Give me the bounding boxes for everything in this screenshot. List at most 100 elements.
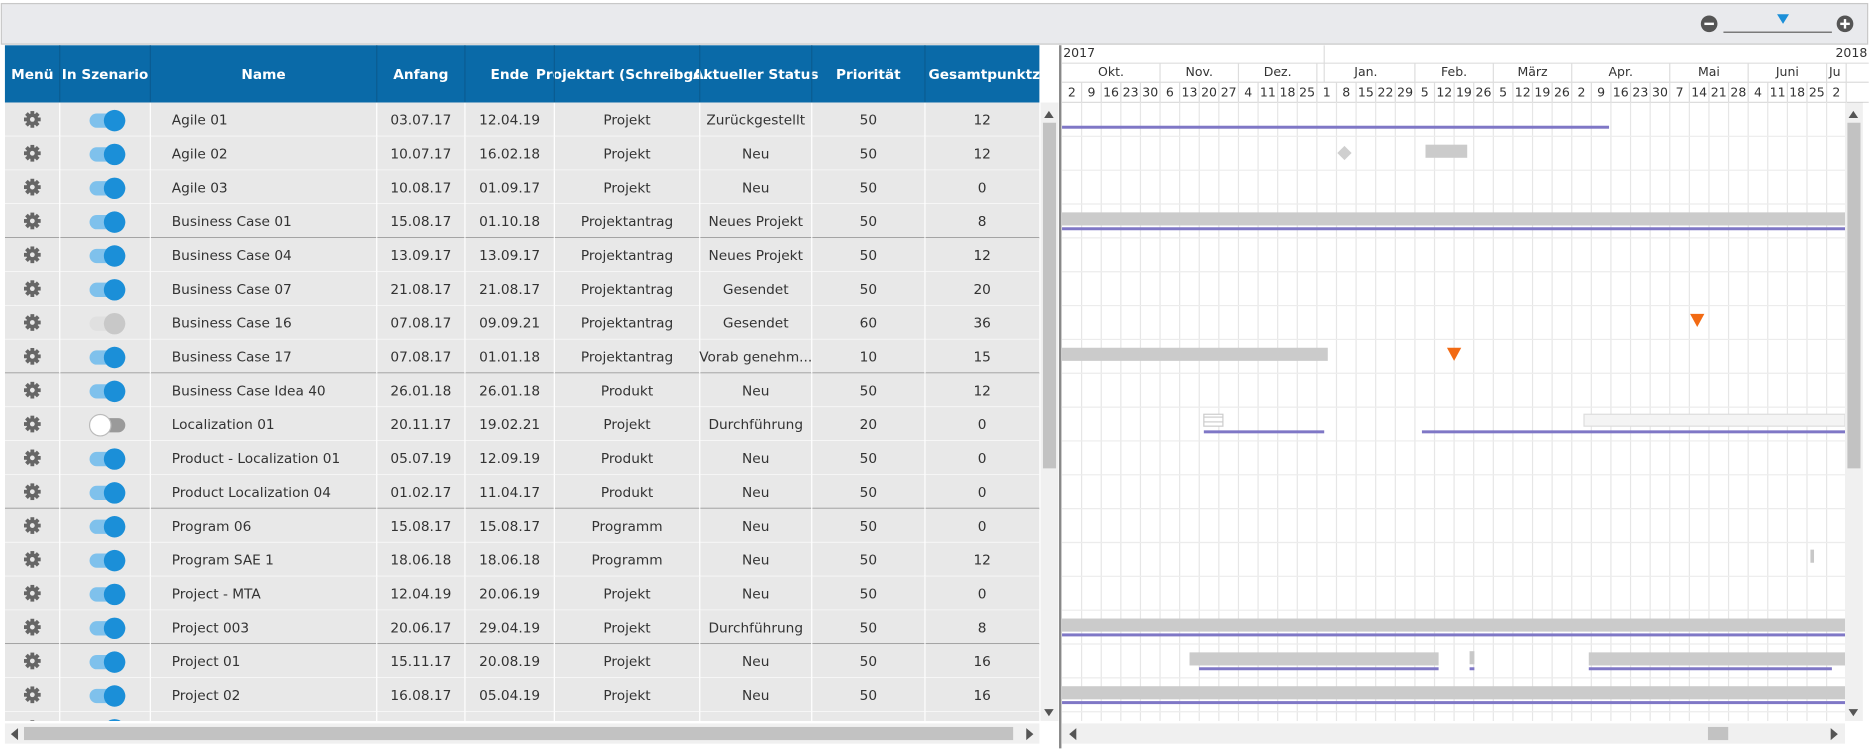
day-label: 29 [1397,84,1413,99]
cell-type: Projekt [603,688,651,704]
column-header[interactable]: Name [241,67,285,83]
column-header[interactable]: Ende [491,67,529,83]
gantt-hscroll[interactable] [1062,723,1846,744]
scenario-toggle[interactable] [89,380,126,403]
cell-start: 12.04.19 [390,586,451,602]
menu-gear[interactable] [23,280,41,297]
cell-score: 15 [973,350,990,366]
scenario-toggle[interactable] [89,448,126,470]
scroll-arrow[interactable] [10,728,19,741]
scenario-toggle[interactable] [89,177,126,200]
table-head: Menü In Szenario Name Anfang Ende Projektart … [11,45,1064,103]
column-header[interactable]: Aktueller Status [693,67,819,83]
cell-end: 01.10.18 [479,214,540,230]
scroll-arrow[interactable] [1044,110,1054,118]
scenario-toggle[interactable] [89,346,126,369]
scroll-arrow[interactable] [1830,728,1838,741]
scenario-toggle[interactable] [89,516,126,538]
day-label: 23 [1632,84,1648,99]
table-hscroll-thumb[interactable] [23,726,1014,741]
scroll-arrow[interactable] [1069,728,1077,741]
scenario-toggle[interactable] [89,651,126,673]
scenario-toggle[interactable] [89,211,126,233]
menu-gear[interactable] [23,111,41,128]
gear-tooth [30,517,35,522]
zoom-thumb[interactable] [1777,14,1789,24]
column-header[interactable]: Anfang [393,67,448,83]
scenario-toggle[interactable] [89,143,126,166]
column-header[interactable]: Gesamtpunktzahl [929,67,1064,83]
day-label: 25 [1299,84,1315,99]
menu-gear[interactable] [23,144,41,162]
menu-gear[interactable] [23,483,41,501]
menu-gear[interactable] [23,415,41,433]
scenario-toggle[interactable] [89,109,126,132]
day-label: 27 [1221,84,1237,99]
scroll-arrow[interactable] [1044,709,1054,717]
gear-tooth [30,720,35,722]
gantt-bar [1062,618,1846,632]
menu-gear[interactable] [23,686,41,704]
column-header[interactable]: Menü [11,67,53,83]
gear-tooth [30,314,35,319]
menu-gear[interactable] [23,517,41,534]
toggle-knob [103,617,126,640]
menu-gear[interactable] [23,584,41,602]
menu-gear[interactable] [23,347,41,365]
cell-status: Neues Projekt [709,248,804,264]
day-label: 18 [1280,84,1296,99]
scenario-toggle[interactable] [89,685,126,707]
scroll-arrow[interactable] [1026,728,1034,741]
scroll-arrow[interactable] [1848,110,1859,118]
gantt-hscroll-thumb[interactable] [1707,726,1729,741]
menu-gear[interactable] [23,449,41,467]
menu-gear[interactable] [24,720,41,737]
table-row [4,474,1040,509]
cell-end: 19.02.21 [479,417,540,433]
month-label: Dez. [1264,64,1292,79]
gear-hole [29,387,35,393]
toggle-knob [103,583,126,606]
day-label: 23 [1123,84,1139,99]
toggle-knob [103,516,126,538]
day-label: 19 [1456,84,1472,99]
cell-type: Produkt [601,383,654,399]
table-row [4,102,1040,137]
cell-type: Programm [591,519,662,535]
month-label: Feb. [1441,64,1467,79]
menu-gear[interactable] [23,246,41,264]
menu-gear[interactable] [23,551,41,568]
cell-start: 20.06.17 [390,620,451,636]
scenario-toggle[interactable] [90,719,126,740]
scenario-toggle[interactable] [89,279,126,301]
column-header[interactable]: In Szenario [62,67,149,83]
menu-gear[interactable] [23,618,41,636]
gear-hole [29,692,35,698]
cell-score: 12 [973,383,990,399]
column-header[interactable]: Projektart (Schreibge... [536,67,718,83]
scenario-toggle[interactable] [89,549,126,572]
menu-gear[interactable] [23,178,41,196]
menu-gear[interactable] [23,314,41,331]
gantt-vscroll-thumb[interactable] [1847,122,1861,469]
scenario-toggle[interactable] [89,583,126,606]
cell-end: 21.08.17 [479,282,540,298]
scroll-arrow[interactable] [1848,709,1859,717]
cell-status: Neu [742,180,769,196]
cell-end: 26.01.18 [479,383,540,399]
table-vscroll-thumb[interactable] [1042,122,1057,469]
scenario-toggle[interactable] [89,245,126,267]
column-header[interactable]: Priorität [836,67,901,83]
scenario-toggle[interactable] [89,482,126,504]
menu-gear[interactable] [23,381,41,399]
gantt-bar [1588,652,1846,666]
cell-type: Projektantrag [581,248,673,264]
scenario-toggle[interactable] [88,413,126,437]
zoom-in-icon [1843,19,1847,29]
zoom-control[interactable] [1700,14,1854,33]
day-label: 26 [1476,84,1492,99]
menu-gear[interactable] [23,212,41,230]
menu-gear[interactable] [23,652,41,670]
scenario-toggle[interactable] [89,617,126,640]
scenario-toggle[interactable] [89,312,126,335]
